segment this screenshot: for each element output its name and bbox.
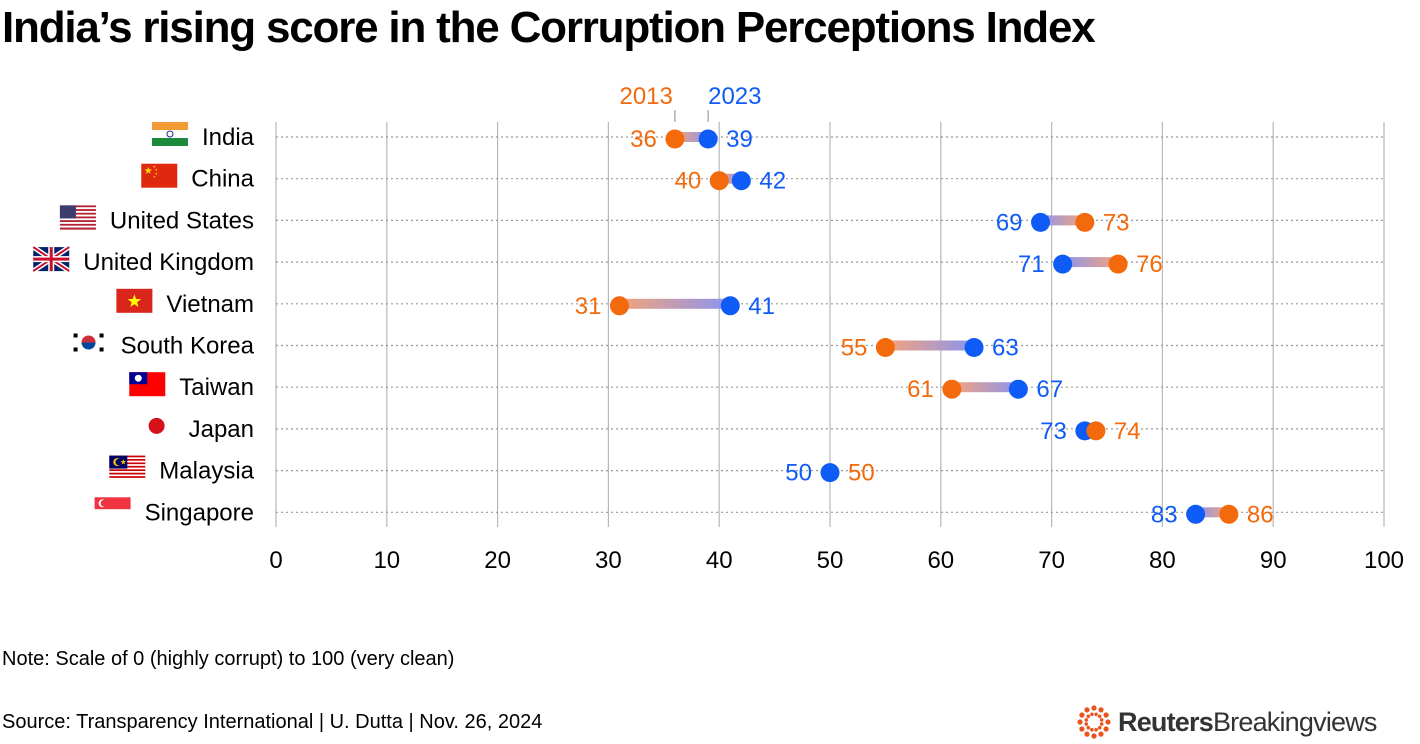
x-tick-label: 80 xyxy=(1149,547,1176,574)
dot-2013 xyxy=(709,171,729,191)
country-label: Singapore xyxy=(145,499,254,526)
data-label-2023: 69 xyxy=(996,209,1023,236)
x-tick-label: 40 xyxy=(706,547,733,574)
dumbbell-chart: India China United States United Kingdom Vie… xyxy=(31,83,1404,574)
data-label-2023: 83 xyxy=(1151,501,1178,528)
range-bar xyxy=(619,298,731,309)
data-label-2013: 61 xyxy=(907,376,934,403)
country-label: United Kingdom xyxy=(83,249,254,276)
country-label: Malaysia xyxy=(159,458,254,485)
vietnam-flag-icon xyxy=(116,288,153,313)
range-bar xyxy=(1195,507,1229,518)
legend-label-2023: 2023 xyxy=(708,83,761,110)
range-bar xyxy=(1062,257,1119,268)
range-bar xyxy=(951,382,1019,393)
x-tick-label: 100 xyxy=(1364,547,1404,574)
japan-flag-icon xyxy=(148,417,165,434)
x-tick-label: 60 xyxy=(927,547,954,574)
data-label-2023: 67 xyxy=(1036,376,1063,403)
country-label: Vietnam xyxy=(166,291,254,318)
dot-2023 xyxy=(1186,504,1206,524)
dot-2023 xyxy=(1031,212,1051,232)
dot-2023 xyxy=(731,171,751,191)
data-label-2013: 86 xyxy=(1247,501,1274,528)
x-tick-label: 30 xyxy=(595,547,622,574)
dot-2013 xyxy=(609,296,629,316)
dot-2013 xyxy=(875,338,895,357)
dot-2023 xyxy=(720,296,740,316)
china-flag-icon xyxy=(141,163,178,188)
source-line: Source: Transparency International | U. … xyxy=(2,711,543,733)
country-label: Taiwan xyxy=(179,374,254,401)
dot-2013 xyxy=(665,129,685,149)
data-label-2023: 73 xyxy=(1040,418,1067,445)
country-label: India xyxy=(202,124,255,151)
data-label-2023: 63 xyxy=(992,335,1019,362)
south-korea-flag-icon xyxy=(70,330,107,355)
taiwan-flag-icon xyxy=(129,372,166,397)
dot-2013 xyxy=(1108,254,1128,274)
data-label-2013: 36 xyxy=(630,126,657,153)
malaysia-flag-icon xyxy=(109,455,146,480)
data-label-2013: 31 xyxy=(575,293,602,320)
legend-label-2013: 2013 xyxy=(619,83,672,110)
dot-2013 xyxy=(1219,504,1239,524)
data-label-2013: 55 xyxy=(841,335,868,362)
grid-lines xyxy=(275,122,1385,527)
x-tick-label: 70 xyxy=(1038,547,1065,574)
dot-2023 xyxy=(1008,379,1028,399)
data-label-2013: 40 xyxy=(674,168,701,195)
dot-2013 xyxy=(1086,421,1106,441)
dot-2023 xyxy=(1053,254,1073,274)
india-flag-icon xyxy=(151,122,188,146)
country-label: Japan xyxy=(189,416,254,443)
range-bar xyxy=(1040,215,1085,226)
usa-flag-icon xyxy=(59,205,96,230)
dot-2013 xyxy=(1075,212,1095,232)
country-label: China xyxy=(191,166,254,193)
x-tick-label: 50 xyxy=(817,547,844,574)
singapore-flag-icon xyxy=(94,497,131,522)
data-label-2023: 71 xyxy=(1018,251,1045,278)
dot-2013 xyxy=(942,379,962,399)
brand-logo: Reuters Breakingviews xyxy=(1076,704,1377,740)
data-label-2023: 39 xyxy=(726,126,753,153)
data-label-2023: 50 xyxy=(785,460,812,487)
dot-2023 xyxy=(820,463,840,483)
range-bar xyxy=(885,340,975,351)
legend: 2013 2023 xyxy=(619,83,762,122)
x-tick-label: 0 xyxy=(269,547,282,574)
range-bar xyxy=(674,132,709,142)
reuters-dots-icon xyxy=(1077,705,1111,739)
footnote: Note: Scale of 0 (highly corrupt) to 100… xyxy=(2,648,455,670)
brand-name-bold: Reuters xyxy=(1118,706,1214,737)
data-label-2013: 50 xyxy=(848,460,875,487)
x-tick-label: 90 xyxy=(1260,547,1287,574)
data-label-2023: 42 xyxy=(759,168,786,195)
data-label-2013: 73 xyxy=(1103,209,1130,236)
chart-title: India’s rising score in the Corruption P… xyxy=(2,3,1096,52)
country-label: South Korea xyxy=(121,333,255,360)
range-bar xyxy=(719,173,742,184)
dot-2023 xyxy=(964,338,984,357)
country-label: United States xyxy=(110,207,254,234)
dot-2023 xyxy=(698,129,718,149)
x-tick-label: 20 xyxy=(484,547,511,574)
data-label-2013: 74 xyxy=(1114,418,1141,445)
data-label-2023: 41 xyxy=(748,293,775,320)
x-tick-label: 10 xyxy=(373,547,400,574)
data-label-2013: 76 xyxy=(1136,251,1163,278)
brand-name-light: Breakingviews xyxy=(1212,706,1377,737)
uk-flag-icon xyxy=(31,245,71,274)
